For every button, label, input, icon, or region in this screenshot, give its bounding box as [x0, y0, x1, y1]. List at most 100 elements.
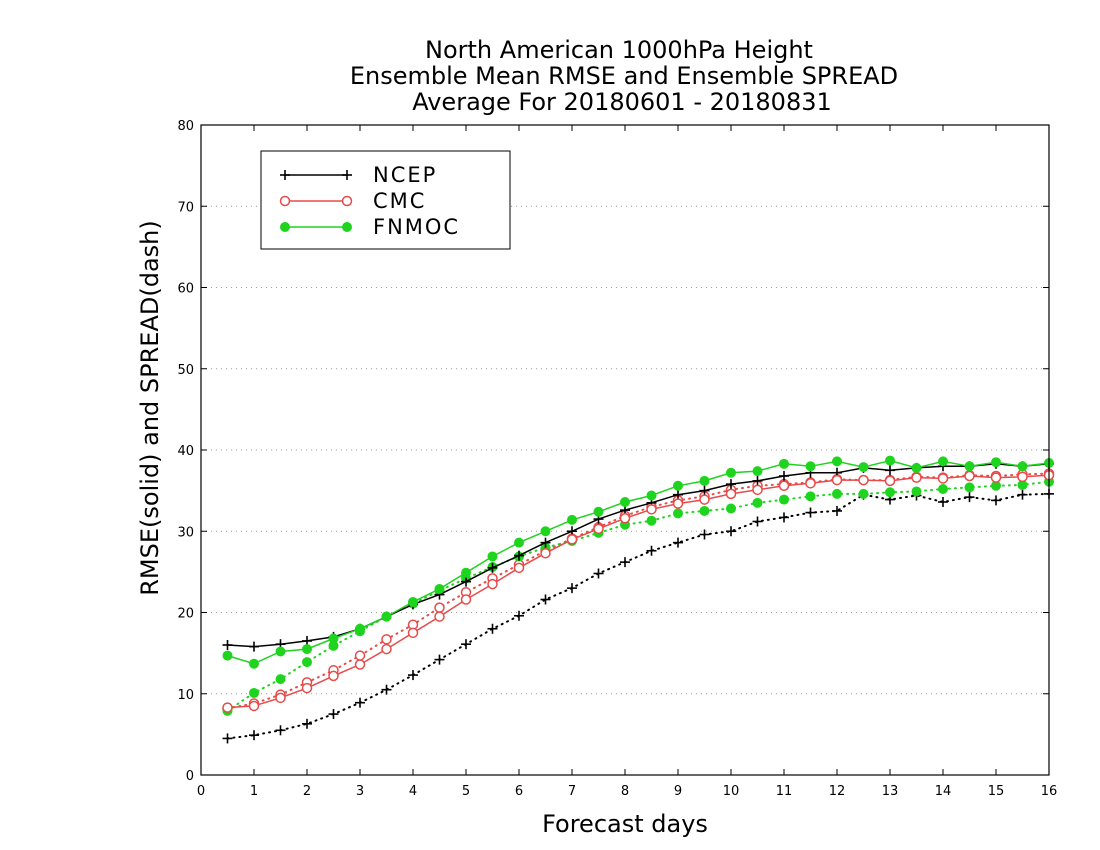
point-fnmoc-rmse	[487, 551, 498, 562]
series-cmc-rmse	[222, 469, 1055, 713]
point-ncep-spread	[938, 497, 948, 507]
point-fnmoc-rmse	[620, 497, 630, 507]
point-ncep-spread	[699, 529, 710, 540]
point-ncep-spread	[434, 654, 445, 665]
point-fnmoc-spread	[858, 488, 869, 499]
point-ncep-rmse	[514, 550, 524, 561]
point-cmc-rmse	[381, 643, 392, 655]
y-tick-label: 40	[177, 444, 194, 459]
series-cmc-spread	[222, 468, 1055, 714]
point-fnmoc-rmse	[911, 462, 922, 473]
legend-item-ncep	[280, 170, 352, 180]
grid-lines	[201, 205, 1049, 695]
series-ncep-rmse	[222, 458, 1054, 652]
point-fnmoc-spread	[275, 674, 286, 685]
x-tick-label: 13	[882, 784, 899, 799]
x-tick-label: 14	[935, 784, 952, 799]
legend-marker-cmc	[341, 195, 353, 207]
y-tick-label: 0	[186, 769, 194, 784]
point-fnmoc-spread	[938, 484, 948, 494]
legend-item-fnmoc	[280, 222, 352, 232]
point-fnmoc-rmse	[434, 583, 445, 594]
point-fnmoc-rmse	[381, 611, 392, 622]
chart-title-line-3: Average For 20180601 - 20180831	[412, 88, 832, 116]
point-fnmoc-spread	[302, 657, 312, 668]
point-cmc-rmse	[672, 498, 684, 509]
point-ncep-spread	[487, 623, 498, 634]
point-ncep-spread	[593, 568, 604, 579]
point-ncep-spread	[355, 697, 365, 708]
series-line-cmc-spread	[226, 472, 1050, 710]
point-ncep-spread	[832, 505, 842, 516]
point-ncep-rmse	[487, 562, 498, 573]
y-axis-title: RMSE(solid) and SPREAD(dash)	[136, 220, 164, 596]
point-cmc-spread	[381, 634, 392, 645]
x-tick-label: 3	[356, 784, 364, 799]
series-fnmoc-rmse	[222, 455, 1054, 669]
point-fnmoc-rmse	[328, 633, 339, 644]
point-cmc-rmse	[222, 702, 233, 713]
point-fnmoc-rmse	[699, 475, 710, 486]
point-cmc-rmse	[487, 578, 498, 590]
point-cmc-rmse	[990, 472, 1002, 483]
point-cmc-rmse	[752, 484, 763, 496]
x-tick-label: 16	[1041, 784, 1058, 799]
point-ncep-spread	[779, 512, 789, 523]
point-ncep-spread	[752, 516, 763, 527]
point-cmc-rmse	[328, 670, 339, 682]
point-fnmoc-rmse	[593, 506, 604, 517]
legend-box	[260, 150, 511, 250]
point-fnmoc-rmse	[805, 461, 816, 472]
point-cmc-rmse	[911, 472, 922, 483]
point-fnmoc-rmse	[991, 457, 1001, 468]
point-cmc-rmse	[699, 494, 710, 505]
point-ncep-rmse	[885, 465, 895, 476]
x-tick-label: 9	[674, 784, 682, 799]
series-line-cmc-rmse	[227, 474, 1050, 709]
point-ncep-rmse	[461, 576, 471, 587]
point-cmc-rmse	[831, 474, 843, 486]
point-ncep-spread	[249, 730, 259, 741]
x-tick-label: 11	[776, 784, 793, 799]
chart-title-line-2: Ensemble Mean RMSE and Ensemble SPREAD	[350, 62, 898, 90]
series-layer	[222, 455, 1055, 744]
x-tick-label: 12	[829, 784, 846, 799]
point-fnmoc-rmse	[540, 526, 551, 537]
point-ncep-spread	[964, 492, 975, 503]
point-ncep-spread	[620, 557, 630, 568]
point-cmc-rmse	[275, 692, 286, 704]
point-fnmoc-rmse	[858, 462, 869, 473]
point-fnmoc-rmse	[1017, 461, 1028, 472]
point-fnmoc-spread	[726, 503, 736, 514]
point-fnmoc-rmse	[514, 537, 524, 548]
point-fnmoc-rmse	[779, 458, 789, 469]
point-ncep-spread	[991, 495, 1001, 506]
point-cmc-rmse	[513, 562, 525, 574]
legend-marker-ncep	[280, 170, 290, 180]
point-cmc-rmse	[619, 513, 631, 524]
point-cmc-rmse	[540, 547, 551, 559]
point-cmc-rmse	[354, 659, 366, 670]
point-cmc-rmse	[593, 523, 604, 535]
point-fnmoc-spread	[779, 494, 789, 505]
point-fnmoc-rmse	[567, 514, 577, 525]
point-ncep-spread	[567, 583, 577, 594]
point-ncep-spread	[646, 545, 657, 556]
point-ncep-rmse	[249, 641, 259, 652]
point-ncep-rmse	[726, 479, 736, 490]
y-tick-label: 50	[177, 363, 194, 378]
y-tick-label: 70	[177, 200, 194, 215]
legend-label-cmc: CMC	[373, 189, 426, 213]
point-ncep-spread	[726, 526, 736, 537]
point-fnmoc-spread	[805, 491, 816, 502]
point-fnmoc-rmse	[885, 455, 895, 466]
x-tick-label: 15	[988, 784, 1005, 799]
point-cmc-rmse	[301, 682, 313, 694]
x-tick-label: 0	[197, 784, 205, 799]
point-cmc-spread	[354, 650, 366, 661]
point-cmc-rmse	[407, 627, 419, 639]
point-cmc-rmse	[937, 473, 949, 484]
x-tick-label: 2	[303, 784, 311, 799]
x-tick-label: 7	[568, 784, 576, 799]
